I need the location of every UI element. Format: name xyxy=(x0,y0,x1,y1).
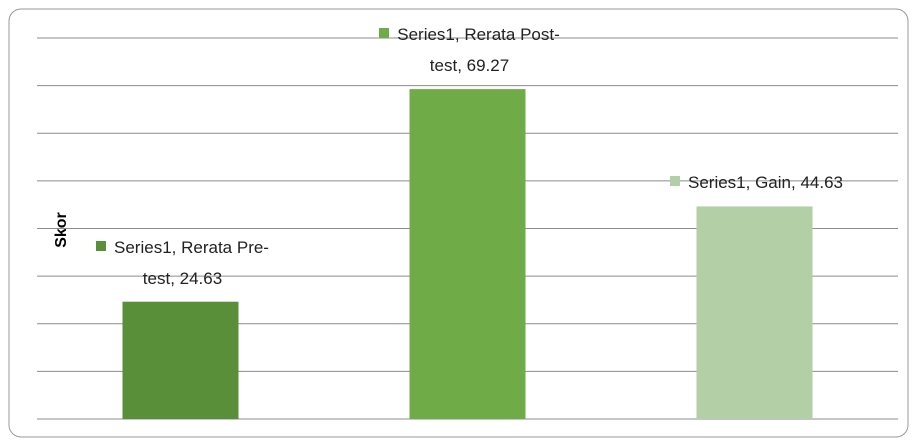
bar xyxy=(122,301,239,419)
legend-key xyxy=(670,176,680,187)
data-label-text: Series1, Rerata Pre-test, 24.63 xyxy=(114,237,269,288)
data-label: Series1, Rerata Pre-test, 24.63 xyxy=(88,232,278,294)
legend-key xyxy=(96,240,107,251)
data-label-text: Series1, Gain, 44.63 xyxy=(688,173,843,193)
data-label-text: Series1, Rerata Post-test, 69.27 xyxy=(397,25,560,76)
bar xyxy=(409,89,526,419)
bar xyxy=(696,206,813,419)
data-label: Series1, Rerata Post-test, 69.27 xyxy=(375,19,565,81)
y-axis-label: Skor xyxy=(53,212,70,248)
legend-key xyxy=(379,28,390,39)
data-label: Series1, Gain, 44.63 xyxy=(662,167,852,198)
